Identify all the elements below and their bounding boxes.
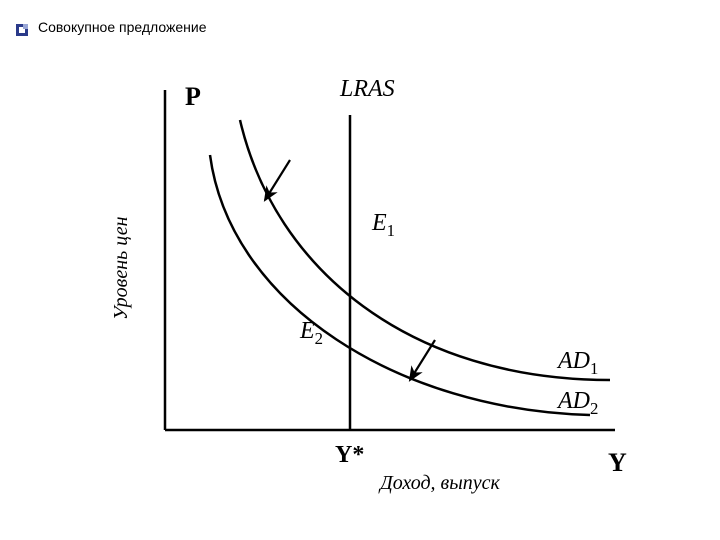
ad1-curve bbox=[240, 120, 610, 380]
label-e2-sub: 2 bbox=[315, 329, 323, 348]
label-y: Y bbox=[608, 448, 627, 478]
label-e2: E2 bbox=[300, 318, 323, 349]
label-ad1-base: AD bbox=[558, 348, 590, 374]
y-axis-label: Уровень цен bbox=[110, 216, 133, 320]
label-e1-base: E bbox=[372, 210, 387, 236]
label-ad2-base: AD bbox=[558, 388, 590, 414]
bullet-corner bbox=[23, 24, 28, 29]
label-ad1-sub: 1 bbox=[590, 359, 598, 378]
label-ad2-sub: 2 bbox=[590, 399, 598, 418]
page-title: Совокупное предложение bbox=[38, 19, 206, 35]
label-ystar: Y* bbox=[335, 442, 364, 469]
label-ad2: AD2 bbox=[558, 388, 598, 419]
bullet-icon bbox=[16, 24, 28, 36]
shift-arrow-upper bbox=[265, 160, 290, 200]
label-ad1: AD1 bbox=[558, 348, 598, 379]
label-e1: E1 bbox=[372, 210, 395, 241]
shift-arrow-lower bbox=[410, 340, 435, 380]
label-p: P bbox=[185, 82, 201, 112]
page: Совокупное предложение P LRAS E1 E2 AD1 … bbox=[0, 0, 720, 540]
x-axis-label: Доход, выпуск bbox=[380, 472, 500, 495]
label-e2-base: E bbox=[300, 318, 315, 344]
lras-diagram bbox=[110, 60, 650, 500]
label-e1-sub: 1 bbox=[387, 221, 395, 240]
label-lras: LRAS bbox=[340, 76, 395, 103]
